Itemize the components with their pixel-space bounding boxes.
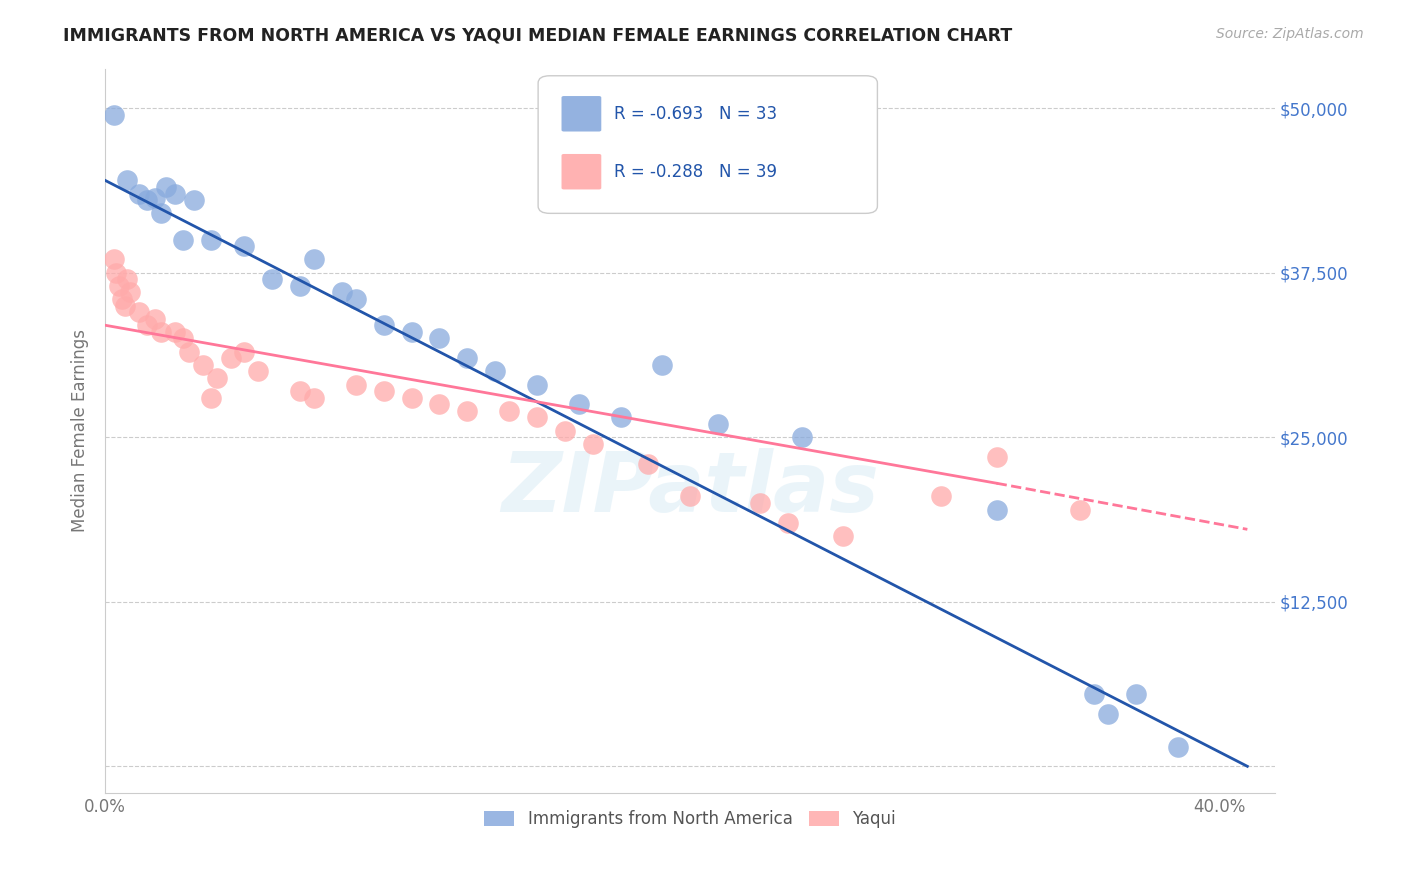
Point: [200, 233, 222, 247]
Point: [155, 180, 177, 194]
Point: [582, 436, 605, 450]
Point: [484, 364, 506, 378]
Point: [554, 424, 576, 438]
Point: [136, 318, 159, 333]
Point: [136, 193, 159, 207]
Point: [526, 410, 548, 425]
Point: [143, 311, 166, 326]
Point: [247, 364, 270, 378]
Point: [429, 397, 451, 411]
Text: Source: ZipAtlas.com: Source: ZipAtlas.com: [1216, 27, 1364, 41]
FancyBboxPatch shape: [561, 154, 602, 189]
Point: [191, 358, 214, 372]
Point: [679, 490, 702, 504]
Point: [183, 193, 205, 207]
Text: ZIPatlas: ZIPatlas: [502, 448, 879, 529]
Point: [103, 107, 125, 121]
Point: [172, 331, 194, 345]
Text: R = -0.693   N = 33: R = -0.693 N = 33: [614, 105, 778, 123]
Point: [1097, 706, 1119, 721]
Point: [707, 417, 730, 431]
Point: [986, 450, 1008, 464]
Point: [200, 391, 222, 405]
Point: [128, 186, 150, 201]
Point: [832, 529, 855, 543]
Point: [986, 502, 1008, 516]
Point: [776, 516, 799, 530]
Point: [651, 358, 673, 372]
Point: [108, 278, 131, 293]
Point: [526, 377, 548, 392]
Point: [373, 384, 395, 398]
Point: [637, 457, 659, 471]
Point: [568, 397, 591, 411]
Point: [120, 285, 142, 300]
Point: [290, 384, 312, 398]
Point: [290, 278, 312, 293]
Point: [205, 371, 228, 385]
Point: [344, 292, 367, 306]
Point: [103, 252, 125, 267]
Point: [330, 285, 353, 300]
Point: [117, 173, 139, 187]
Point: [163, 325, 186, 339]
Y-axis label: Median Female Earnings: Median Female Earnings: [72, 329, 89, 533]
Point: [117, 272, 139, 286]
Point: [1083, 687, 1105, 701]
Point: [233, 239, 256, 253]
Point: [1069, 502, 1091, 516]
Point: [177, 344, 200, 359]
Point: [143, 190, 166, 204]
Point: [498, 404, 520, 418]
Point: [790, 430, 813, 444]
Point: [302, 252, 325, 267]
Point: [114, 298, 136, 312]
Point: [111, 292, 134, 306]
Point: [429, 331, 451, 345]
Point: [302, 391, 325, 405]
Point: [172, 233, 194, 247]
Text: IMMIGRANTS FROM NORTH AMERICA VS YAQUI MEDIAN FEMALE EARNINGS CORRELATION CHART: IMMIGRANTS FROM NORTH AMERICA VS YAQUI M…: [63, 27, 1012, 45]
Point: [262, 272, 284, 286]
Legend: Immigrants from North America, Yaqui: Immigrants from North America, Yaqui: [478, 804, 903, 835]
Point: [233, 344, 256, 359]
Text: R = -0.288   N = 39: R = -0.288 N = 39: [614, 163, 778, 181]
Point: [373, 318, 395, 333]
Point: [1167, 739, 1189, 754]
Point: [128, 305, 150, 319]
Point: [149, 325, 172, 339]
Point: [929, 490, 952, 504]
Point: [149, 206, 172, 220]
FancyBboxPatch shape: [561, 96, 602, 131]
FancyBboxPatch shape: [538, 76, 877, 213]
Point: [344, 377, 367, 392]
Point: [456, 351, 478, 366]
Point: [748, 496, 770, 510]
Point: [401, 391, 423, 405]
Point: [219, 351, 242, 366]
Point: [401, 325, 423, 339]
Point: [456, 404, 478, 418]
Point: [163, 186, 186, 201]
Point: [1125, 687, 1147, 701]
Point: [609, 410, 631, 425]
Point: [105, 266, 128, 280]
